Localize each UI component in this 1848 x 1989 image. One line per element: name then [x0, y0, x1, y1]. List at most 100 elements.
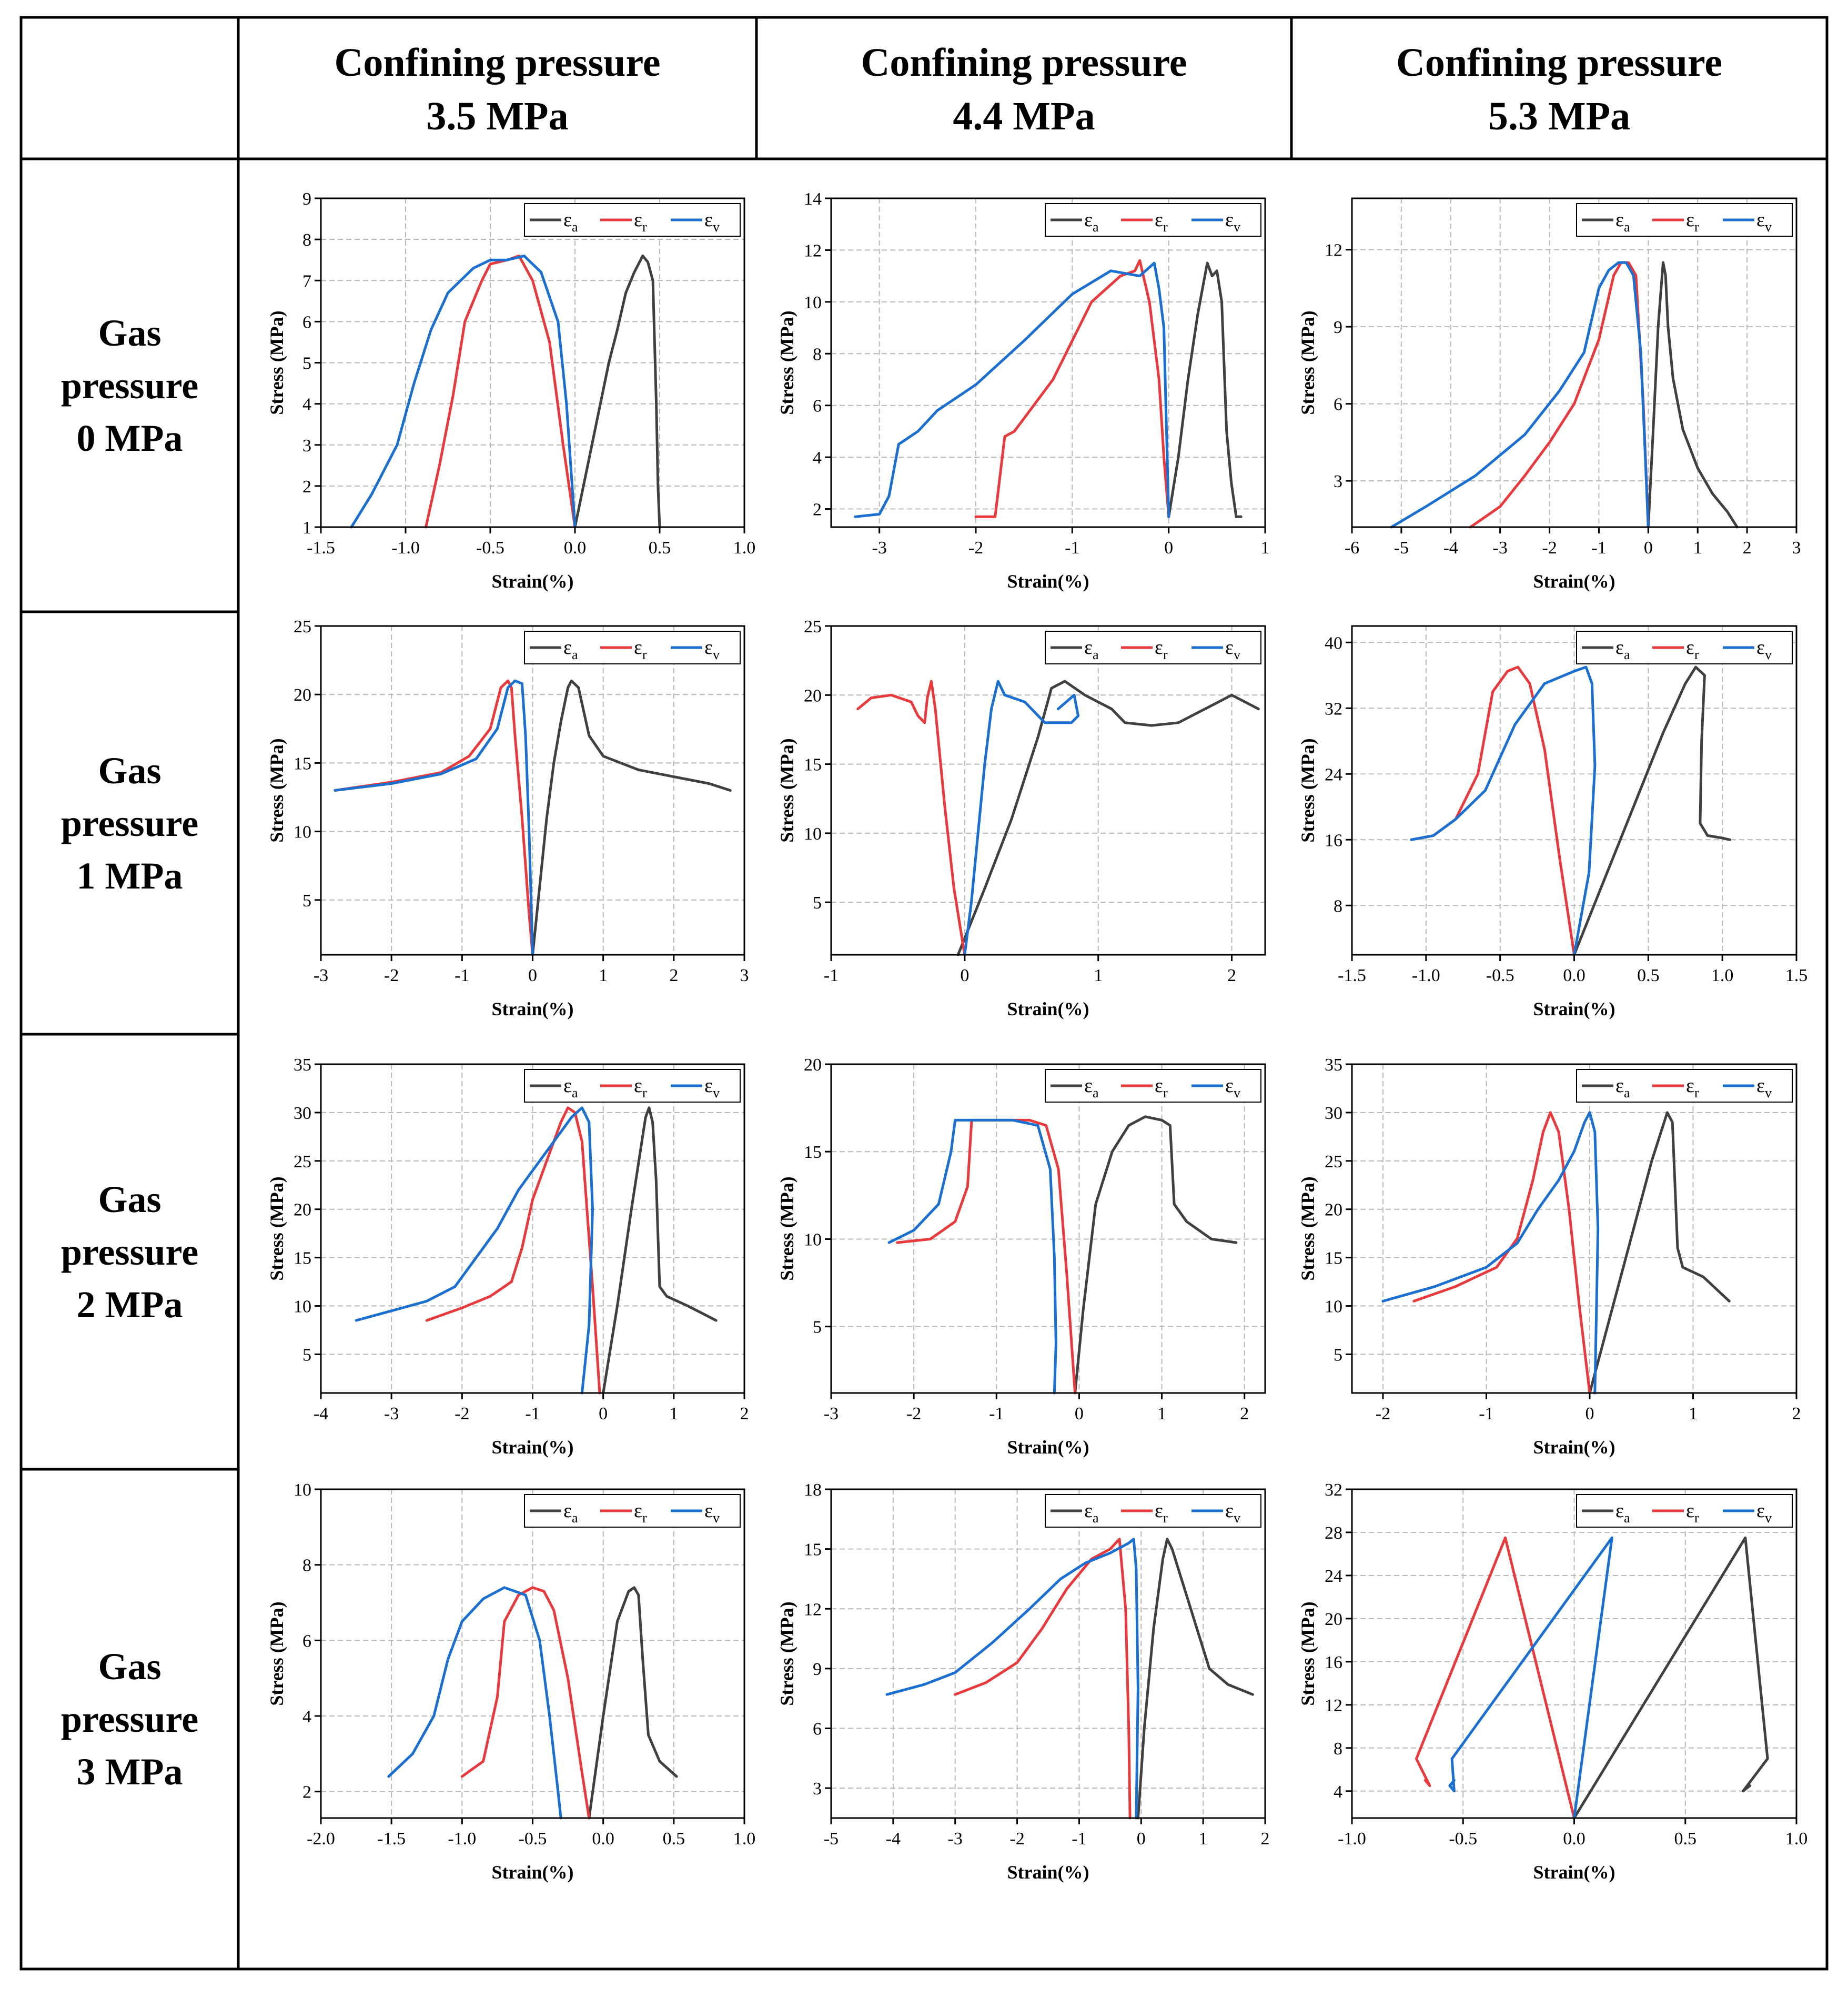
x-axis-label: Strain(%) — [1007, 998, 1089, 1019]
legend-label: εv — [704, 637, 720, 662]
x-tick-label: -5 — [824, 1829, 839, 1849]
chart-cell: -3 -2 -1 0 1 2 5 10 15 20 Strain(%) Stress (MPa) εa ε… — [773, 1051, 1278, 1488]
chart-cell: -2.0 -1.5 -1.0 -0.5 0.0 0.5 1.0 2 4 6 8 10 Strain(%)… — [263, 1476, 758, 1913]
row-label-line2: pressure — [60, 364, 199, 407]
x-tick-label: 2 — [1227, 966, 1236, 985]
legend-label: εv — [1225, 1500, 1240, 1526]
legend-label: εr — [1155, 1075, 1168, 1100]
chart-cell: -1.0 -0.5 0.0 0.5 1.0 4 8 12 16 20 24 28 32 Strain(%)… — [1294, 1476, 1810, 1913]
stress-strain-chart: -3 -2 -1 0 1 2 5 10 15 20 Strain(%) Stress (MPa) εa ε… — [776, 1055, 1266, 1458]
y-tick-label: 10 — [804, 293, 822, 312]
legend-label: εa — [1084, 209, 1099, 235]
y-tick-label: 9 — [1334, 318, 1342, 337]
y-axis-label: Stress (MPa) — [1297, 1176, 1318, 1280]
x-tick-label: -4 — [1443, 538, 1458, 558]
x-axis-label: Strain(%) — [492, 1437, 574, 1458]
chart-cell: -1 0 1 2 5 10 15 20 25 Strain(%) Stress (MPa) εa εr ε… — [773, 613, 1278, 1049]
column-header-4.4: Confining pressure 4.4 MPa — [756, 21, 1291, 158]
x-tick-label: 1 — [669, 1404, 678, 1423]
x-tick-label: 1 — [1693, 538, 1702, 558]
y-tick-label: 25 — [804, 617, 822, 637]
stress-strain-chart: -1.0 -0.5 0.0 0.5 1.0 4 8 12 16 20 24 28 32 Strain(%)… — [1297, 1480, 1808, 1883]
y-tick-label: 2 — [302, 477, 311, 497]
column-header-line1: Confining pressure — [861, 41, 1187, 85]
legend-label: εa — [563, 209, 578, 235]
legend-label: εv — [1225, 637, 1240, 662]
y-tick-label: 4 — [813, 448, 822, 468]
legend-label: εr — [634, 209, 647, 235]
x-tick-label: -2 — [906, 1404, 921, 1423]
series-line-a — [1167, 261, 1243, 518]
y-tick-label: 20 — [294, 685, 311, 705]
x-axis-label: Strain(%) — [1007, 1862, 1089, 1883]
y-axis-label: Stress (MPa) — [776, 310, 797, 415]
legend-label: εr — [634, 637, 647, 662]
y-axis-label: Stress (MPa) — [1297, 738, 1318, 842]
x-tick-label: 2 — [740, 1404, 749, 1423]
series-line-v — [350, 254, 577, 529]
series-line-v — [355, 1106, 594, 1395]
y-tick-label: 10 — [294, 1297, 311, 1317]
x-tick-label: -1.5 — [307, 538, 335, 558]
legend-label: εv — [704, 1500, 720, 1526]
x-tick-label: -4 — [886, 1829, 901, 1849]
series-line-a — [1136, 1538, 1254, 1820]
x-axis-label: Strain(%) — [492, 998, 574, 1019]
row-label-line3: 3 MPa — [76, 1751, 183, 1793]
x-tick-label: 1.5 — [1785, 966, 1808, 985]
x-tick-label: 2 — [1240, 1404, 1249, 1423]
y-axis-label: Stress (MPa) — [776, 738, 797, 842]
row-label-gas-3: Gas pressure 3 MPa — [21, 1469, 238, 1969]
chart-cell: -3 -2 -1 0 1 2 3 5 10 15 20 25 Strain(%) Stress (MPa)… — [263, 613, 758, 1049]
column-header-line2: 3.5 MPa — [426, 94, 569, 138]
legend-label: εr — [634, 1075, 647, 1100]
x-axis-label: Strain(%) — [1533, 571, 1615, 592]
legend-label: εv — [1756, 209, 1772, 235]
row-label-line2: pressure — [60, 1698, 199, 1740]
y-tick-label: 8 — [813, 345, 822, 364]
x-tick-label: 0.0 — [564, 538, 587, 558]
legend-label: εa — [1615, 637, 1630, 662]
y-tick-label: 12 — [1325, 241, 1342, 260]
x-tick-label: 0 — [1075, 1404, 1084, 1423]
y-tick-label: 24 — [1325, 1567, 1342, 1586]
series-line-a — [1074, 1115, 1238, 1395]
row-label-gas-2: Gas pressure 2 MPa — [21, 1034, 238, 1469]
stress-strain-chart: -3 -2 -1 0 1 2 3 5 10 15 20 25 Strain(%) Stress (MPa)… — [266, 617, 749, 1019]
x-tick-label: 1.0 — [1785, 1829, 1808, 1849]
row-label-line1: Gas — [98, 1645, 161, 1688]
x-tick-label: -1.5 — [377, 1829, 406, 1849]
y-tick-label: 5 — [302, 354, 311, 373]
y-tick-label: 3 — [813, 1779, 822, 1799]
x-tick-label: 2 — [1261, 1829, 1270, 1849]
legend-label: εa — [1615, 1500, 1630, 1526]
x-axis-label: Strain(%) — [1533, 1437, 1615, 1458]
y-tick-label: 10 — [1325, 1297, 1342, 1317]
x-tick-label: -2 — [1009, 1829, 1024, 1849]
y-tick-label: 15 — [294, 754, 311, 773]
series-line-r — [334, 679, 534, 956]
x-tick-label: 1 — [1689, 1404, 1698, 1423]
legend-label: εr — [1155, 209, 1168, 235]
y-tick-label: 12 — [804, 241, 822, 260]
series-line-r — [1410, 665, 1576, 956]
legend-label: εv — [1225, 1075, 1240, 1100]
y-axis-label: Stress (MPa) — [1297, 1601, 1318, 1705]
y-tick-label: 5 — [302, 891, 311, 911]
y-tick-label: 10 — [804, 824, 822, 844]
legend-label: εv — [1756, 637, 1772, 662]
y-axis-label: Stress (MPa) — [266, 310, 287, 415]
x-tick-label: 2 — [1792, 1404, 1801, 1423]
x-tick-label: -5 — [1394, 538, 1409, 558]
chart-cell: -4 -3 -2 -1 0 1 2 5 10 15 20 25 30 35 Strain(%) Stress … — [263, 1051, 758, 1488]
x-tick-label: -0.5 — [519, 1829, 547, 1849]
y-tick-label: 9 — [302, 189, 311, 209]
x-tick-label: -1 — [455, 966, 469, 985]
x-tick-label: -4 — [314, 1404, 328, 1423]
y-tick-label: 4 — [302, 1707, 311, 1727]
series-line-r — [954, 1538, 1132, 1820]
legend-label: εr — [1155, 637, 1168, 662]
row-label-line1: Gas — [98, 749, 161, 792]
x-tick-label: 0.5 — [1637, 966, 1660, 985]
